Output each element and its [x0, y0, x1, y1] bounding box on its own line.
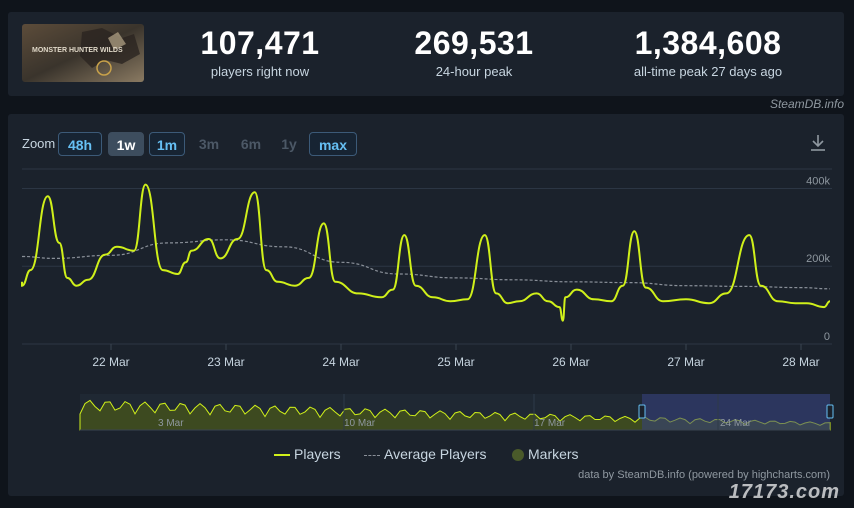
zoom-1w-button[interactable]: 1w	[108, 132, 144, 156]
legend-item-average[interactable]: Average Players	[364, 446, 486, 462]
zoom-label: Zoom	[22, 136, 56, 151]
stat-24h-peak: 269,531 24-hour peak	[394, 26, 554, 79]
chart-gridlines	[22, 168, 832, 345]
stat-all-time-peak: 1,384,608 all-time peak 27 days ago	[608, 26, 808, 79]
y-axis-labels: 0 200k 400k	[806, 175, 830, 343]
current-players-value: 107,471	[200, 25, 320, 61]
players-swatch	[274, 454, 290, 457]
zoom-1m-button[interactable]: 1m	[149, 132, 185, 156]
x-tick-label: 24 Mar	[322, 355, 359, 369]
zoom-3m-button[interactable]: 3m	[198, 136, 220, 152]
chart-credit[interactable]: data by SteamDB.info (powered by highcha…	[578, 469, 830, 481]
stat-current: 107,471 players right now	[180, 26, 340, 79]
players-line	[21, 183, 831, 322]
navigator-date-label: 3 Mar	[158, 418, 184, 429]
legend-item-players[interactable]: Players	[274, 446, 341, 462]
markers-swatch	[512, 449, 524, 462]
x-tick-label: 28 Mar	[782, 355, 819, 369]
navigator-date-label: 24 Mar	[720, 418, 752, 429]
y-tick-label: 0	[824, 331, 830, 343]
average-swatch	[364, 454, 380, 456]
navigator-left-handle[interactable]	[638, 404, 646, 419]
zoom-1y-button[interactable]: 1y	[281, 136, 297, 152]
x-tick-label: 26 Mar	[552, 355, 589, 369]
navigator-right-handle[interactable]	[826, 404, 834, 419]
all-time-peak-value: 1,384,608	[634, 25, 782, 61]
game-logo-text: MONSTER HUNTER WILDS	[32, 47, 123, 54]
x-tick-label: 23 Mar	[207, 355, 244, 369]
current-players-label: players right now	[210, 64, 310, 79]
steamdb-source-link[interactable]: SteamDB.info	[769, 97, 844, 111]
zoom-48h-button[interactable]: 48h	[58, 132, 102, 156]
zoom-6m-button[interactable]: 6m	[240, 136, 262, 152]
legend-players-label: Players	[294, 446, 341, 462]
download-icon[interactable]	[810, 134, 826, 152]
navigator-selection[interactable]	[642, 394, 830, 430]
all-time-peak-label: all-time peak 27 days ago	[633, 64, 783, 79]
x-tick-label: 25 Mar	[437, 355, 474, 369]
x-tick-label: 22 Mar	[92, 355, 129, 369]
stats-panel: MONSTER HUNTER WILDS 107,471 players rig…	[8, 12, 844, 96]
peak-24h-label: 24-hour peak	[435, 64, 513, 79]
peak-24h-value: 269,531	[414, 25, 534, 61]
navigator-date-label: 17 Mar	[534, 418, 566, 429]
game-thumbnail-image: MONSTER HUNTER WILDS	[22, 24, 144, 82]
player-count-chart[interactable]: 0 200k 400k 22 Mar 23 Mar 24 Mar 25 Mar 26 Mar…	[8, 114, 844, 438]
legend-markers-label: Markers	[528, 446, 579, 462]
navigator[interactable]: 3 Mar 10 Mar 17 Mar 24 Mar	[8, 394, 844, 434]
legend-average-label: Average Players	[384, 446, 487, 462]
game-thumbnail[interactable]: MONSTER HUNTER WILDS	[22, 24, 144, 82]
navigator-date-label: 10 Mar	[344, 418, 376, 429]
zoom-max-button[interactable]: max	[309, 132, 357, 156]
y-tick-label: 200k	[806, 253, 830, 265]
chart-panel: Zoom 48h 1w 1m 3m 6m 1y max 0 200k 400k 22…	[8, 114, 844, 496]
x-axis-labels: 22 Mar 23 Mar 24 Mar 25 Mar 26 Mar 27 Mar 28 M…	[92, 344, 820, 369]
watermark: 17173.com	[728, 481, 840, 503]
x-tick-label: 27 Mar	[667, 355, 704, 369]
average-players-line	[21, 239, 831, 290]
y-tick-label: 400k	[806, 175, 830, 187]
legend-item-markers[interactable]: Markers	[512, 446, 579, 462]
